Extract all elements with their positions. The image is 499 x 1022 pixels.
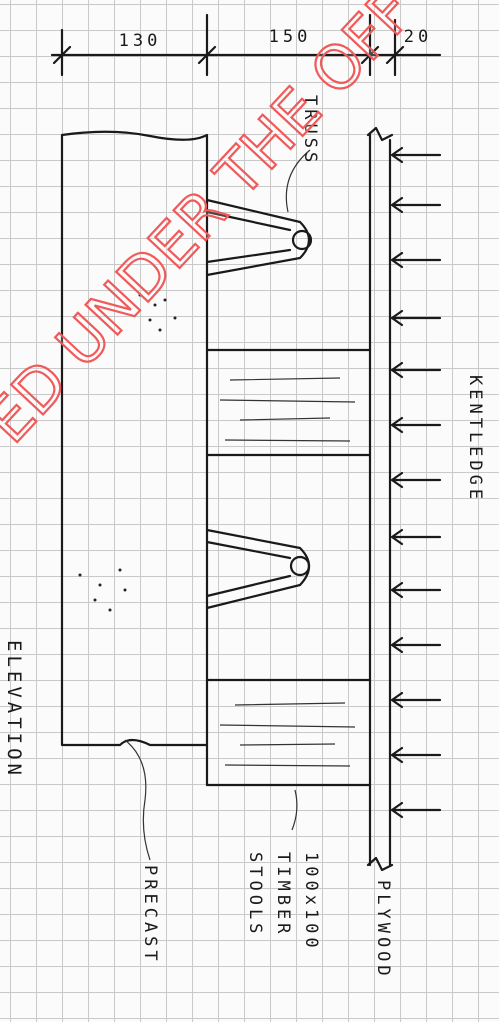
plywood-label: PLYWOOD bbox=[373, 880, 393, 980]
wood-grain bbox=[220, 378, 355, 766]
leader bbox=[125, 740, 150, 860]
arrow bbox=[392, 473, 440, 487]
arrow bbox=[392, 311, 440, 325]
arrow bbox=[392, 363, 440, 377]
watermark: ED UNDER THE OFF bbox=[0, 0, 428, 457]
stools-label: TIMBER bbox=[273, 852, 293, 937]
drawing: 130 150 20 TRUSS KENTLEDGE ELEVATION PRE… bbox=[0, 0, 499, 1022]
dimension: 150 bbox=[269, 27, 312, 47]
kentledge-label: KENTLEDGE bbox=[465, 375, 485, 503]
dimension: 130 bbox=[119, 31, 162, 51]
elevation-label: ELEVATION bbox=[3, 640, 25, 779]
leader bbox=[292, 790, 297, 830]
arrow bbox=[392, 638, 440, 652]
precast-label: PRECAST bbox=[140, 865, 160, 965]
truss bbox=[207, 200, 311, 608]
arrow bbox=[392, 803, 440, 817]
kentledge-arrows bbox=[392, 148, 440, 817]
timber-stool bbox=[207, 350, 370, 785]
arrow bbox=[392, 748, 440, 762]
arrow bbox=[392, 530, 440, 544]
stools-label: STOOLS bbox=[245, 852, 265, 937]
page: 130 150 20 TRUSS KENTLEDGE ELEVATION PRE… bbox=[0, 0, 499, 1022]
plywood bbox=[368, 128, 392, 870]
arrow bbox=[392, 583, 440, 597]
arrow bbox=[392, 148, 440, 162]
stools-label: 100x100 bbox=[301, 852, 321, 952]
arrow bbox=[392, 253, 440, 267]
arrow bbox=[392, 418, 440, 432]
arrow bbox=[392, 693, 440, 707]
arrow bbox=[392, 198, 440, 212]
